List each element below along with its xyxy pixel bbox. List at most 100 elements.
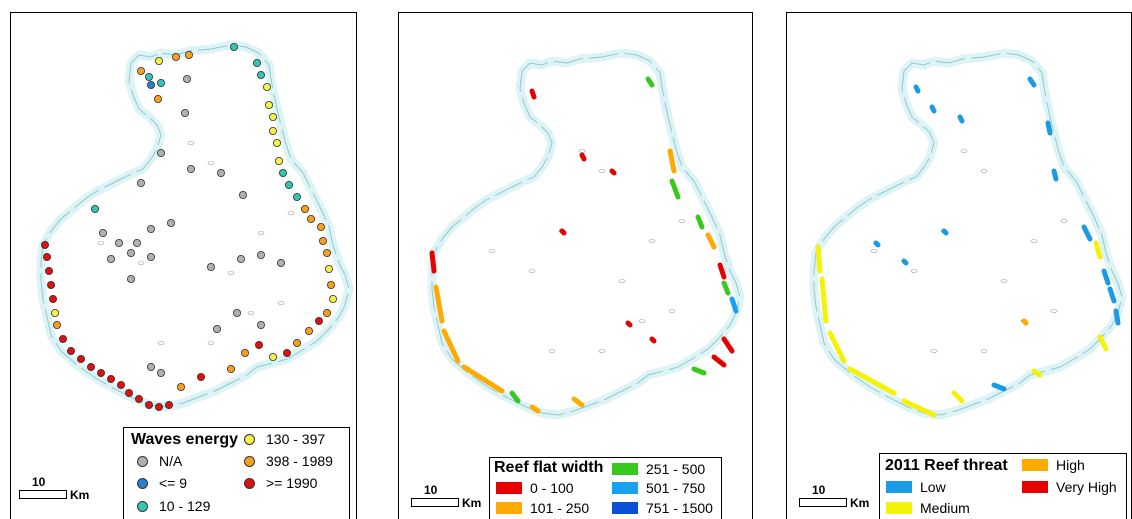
wave-energy-point	[240, 348, 249, 357]
wave-energy-point	[43, 252, 52, 261]
patch-reef	[578, 149, 586, 153]
wave-energy-point	[107, 374, 116, 383]
wave-energy-point	[40, 240, 49, 249]
wave-energy-point	[252, 59, 261, 68]
na-point	[146, 224, 155, 233]
na-point	[166, 218, 175, 227]
legend-dot-icon	[137, 455, 148, 467]
reef-threat-segment	[1045, 120, 1053, 136]
patch-reef	[930, 349, 938, 353]
reef-width-segment	[429, 250, 437, 274]
na-point	[206, 262, 215, 271]
wave-energy-point	[156, 79, 165, 88]
reef-flat-width-map-panel: Reef flat width 0 - 100 101 - 250 251 - …	[398, 12, 753, 519]
patch-reef	[598, 169, 606, 173]
reef-width-segment	[645, 76, 655, 88]
reef-width-segment	[609, 168, 617, 176]
map-legend: Waves energy N/A <= 9 10 - 129 130 - 397…	[123, 427, 350, 519]
patch-reef	[598, 349, 606, 353]
wave-energy-point	[87, 362, 96, 371]
patch-reef	[207, 341, 215, 345]
wave-energy-point	[51, 308, 60, 317]
wave-energy-point	[53, 320, 62, 329]
patch-reef	[207, 161, 215, 165]
atoll-outline	[427, 48, 745, 420]
atoll-outline	[36, 40, 354, 412]
reef-threat-segment	[951, 390, 965, 404]
wave-energy-point	[284, 180, 293, 189]
reef-threat-segment	[1051, 168, 1059, 182]
wave-energy-point	[268, 113, 277, 122]
legend-dot-icon	[137, 477, 148, 489]
reef-threat-segment	[827, 330, 847, 364]
patch-reef	[137, 261, 145, 265]
patch-reef	[548, 349, 556, 353]
legend-swatch-icon	[612, 463, 638, 475]
reef-threat-segments	[815, 76, 1121, 418]
wave-energy-point	[314, 316, 323, 325]
na-point	[216, 168, 225, 177]
legend-item: Medium	[886, 500, 970, 516]
reef-width-segment	[669, 178, 681, 200]
reef-band	[36, 40, 354, 412]
patch-reef	[97, 241, 105, 245]
wave-energy-point	[304, 326, 313, 335]
patch-reef	[257, 231, 265, 235]
reef-width-segment	[529, 404, 541, 414]
legend-swatch-icon	[886, 481, 912, 493]
scale-bar-graphic	[411, 498, 459, 507]
na-point	[232, 308, 241, 317]
reef-width-segment	[625, 320, 633, 328]
wave-energy-point	[326, 280, 335, 289]
wave-energy-point	[278, 168, 287, 177]
wave-energy-point	[144, 400, 153, 409]
wave-energy-points	[40, 42, 337, 411]
wave-energy-point	[328, 294, 337, 303]
patch-reef	[618, 279, 626, 283]
wave-energy-point	[171, 53, 180, 62]
patch-reef	[1000, 279, 1008, 283]
wave-energy-point	[292, 338, 301, 347]
reef-width-segment	[579, 152, 587, 162]
wave-energy-point	[176, 382, 185, 391]
patch-reef	[870, 249, 878, 253]
legend-item: Low	[886, 479, 946, 495]
na-point	[115, 238, 124, 247]
wave-energy-point	[292, 192, 301, 201]
scale-bar-graphic	[19, 490, 67, 499]
patch-reef	[287, 211, 295, 215]
reef-threat-segment	[1101, 268, 1111, 286]
na-point	[107, 254, 116, 263]
atoll-outline	[809, 48, 1127, 420]
legend-title: Waves energy	[131, 431, 239, 448]
legend-item: 751 - 1500	[612, 500, 713, 516]
na-point	[256, 250, 265, 259]
reef-flat-width-map	[427, 48, 745, 420]
wave-energy-point	[49, 294, 58, 303]
wave-energy-point	[229, 42, 238, 51]
legend-swatch-icon	[612, 482, 638, 494]
legend-item: 501 - 750	[612, 480, 705, 496]
reef-threat-map	[809, 48, 1127, 420]
map-legend: Reef flat width 0 - 100 101 - 250 251 - …	[489, 457, 722, 519]
na-point	[133, 238, 142, 247]
wave-energy-point	[164, 400, 173, 409]
reef-width-segment	[433, 284, 445, 324]
na-point	[99, 228, 108, 237]
patch-reef	[648, 239, 656, 243]
wave-energy-point	[324, 264, 333, 273]
na-point	[127, 248, 136, 257]
na-point	[137, 178, 146, 187]
wave-energy-point	[196, 372, 205, 381]
reef-threat-segment	[815, 244, 823, 274]
legend-item: 0 - 100	[496, 480, 574, 496]
legend-item: High	[1022, 457, 1085, 473]
wave-energy-point	[184, 51, 193, 60]
map-legend: 2011 Reef threat Low Medium High Very Hi…	[879, 453, 1127, 519]
na-point	[156, 368, 165, 377]
legend-swatch-icon	[1022, 481, 1048, 493]
wave-energy-point	[135, 394, 144, 403]
reef-threat-segment	[1093, 240, 1103, 260]
wave-energy-point	[59, 334, 68, 343]
legend-dot-icon	[244, 433, 255, 445]
